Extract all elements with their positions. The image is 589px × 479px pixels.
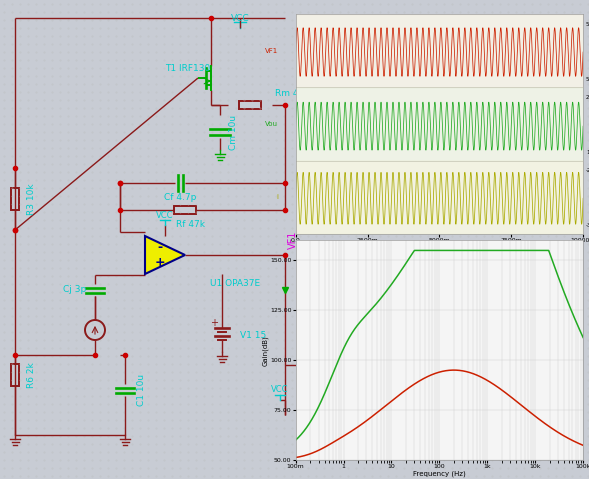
Text: R3 10k: R3 10k [27,183,35,215]
Text: +: + [439,379,451,392]
Text: +: + [210,318,218,328]
Text: VF1: VF1 [265,48,279,54]
Bar [424,343,446,351]
Text: VCC: VCC [231,13,249,23]
Text: 536: 536 [586,22,589,27]
Polygon shape [145,236,185,274]
Bar [11,188,19,210]
Text: -: - [442,364,448,376]
Text: Rm 4.7MEG: Rm 4.7MEG [275,89,327,98]
Text: C5 3.3u: C5 3.3u [313,375,348,384]
Text: 500: 500 [586,77,589,82]
Text: i: i [276,194,279,200]
Text: Cj 3p: Cj 3p [64,285,87,295]
Bar [174,206,196,214]
Text: VCC: VCC [441,413,459,422]
Text: -30040: -30040 [586,223,589,228]
Polygon shape [430,359,470,397]
Text: R4 33k: R4 33k [359,375,391,384]
Text: VF1: VF1 [288,231,298,249]
Text: C1 10u: C1 10u [137,374,145,406]
Text: V1 15: V1 15 [240,331,266,340]
Text: R2 10MEG: R2 10MEG [426,331,474,340]
Text: T1 IRF130: T1 IRF130 [165,64,210,72]
X-axis label: Frequency (Hz): Frequency (Hz) [413,470,466,477]
Bar [339,396,361,404]
Text: Vout: Vout [503,357,513,379]
Y-axis label: Gain(dB): Gain(dB) [262,335,269,365]
Text: VCC: VCC [272,386,289,395]
Bar [239,101,261,109]
Text: Cm 10u: Cm 10u [230,114,239,149]
Text: 200: 200 [586,95,589,100]
Text: U1 OPA37E: U1 OPA37E [210,278,260,287]
Bar [11,364,19,386]
Text: 100: 100 [586,150,589,155]
Text: Vou: Vou [266,121,279,127]
Text: R6 2k: R6 2k [27,362,35,388]
Text: VCC: VCC [156,210,174,219]
Text: -26660: -26660 [586,168,589,173]
Text: Rf 47k: Rf 47k [176,219,204,228]
Text: +: + [155,256,166,270]
Text: -: - [157,240,163,253]
Text: U2 OPA37E: U2 OPA37E [480,401,530,411]
Bar [377,407,385,429]
Text: R5 15k: R5 15k [334,410,366,419]
Text: Cf 4.7p: Cf 4.7p [164,193,196,202]
Bar [364,361,386,369]
Text: R8 1.5k: R8 1.5k [391,401,399,435]
Text: VCC: VCC [311,386,329,395]
X-axis label: Time(s): Time(s) [426,244,452,251]
